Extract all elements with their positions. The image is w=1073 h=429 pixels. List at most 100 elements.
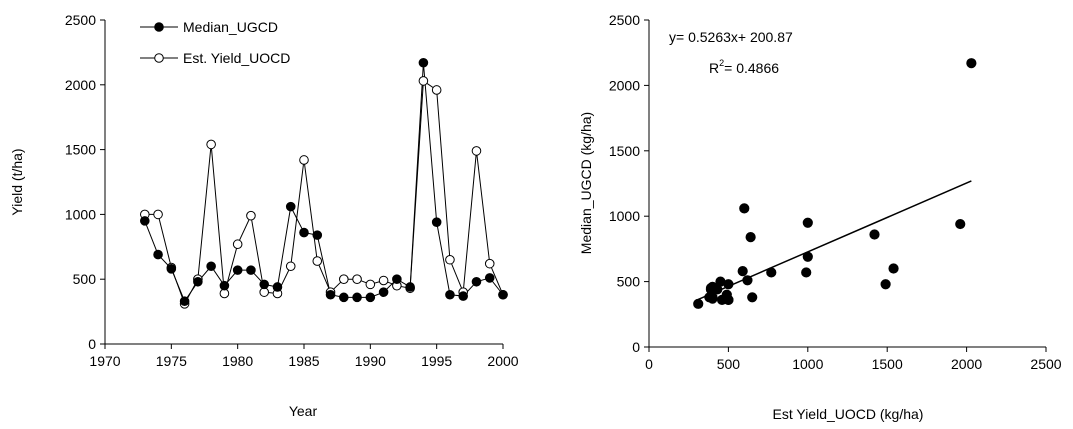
point-est-yield-uocd-1985 <box>299 155 309 165</box>
scatter-point-20 <box>712 284 723 295</box>
scatter-point-7 <box>766 267 777 278</box>
time-series-y-tick-label-1500: 1500 <box>65 142 96 158</box>
point-median-ugcd-1975 <box>166 264 177 274</box>
time-series-ticks: 1970 1975 1980 1985 1990 1995 2000 0 500 1000 1500… <box>65 12 519 369</box>
scatter-y-tick-label-1000: 1000 <box>609 208 640 224</box>
scatter-x-tick-label-1000: 1000 <box>792 356 823 372</box>
point-est-yield-uocd-1978 <box>206 139 216 150</box>
point-median-ugcd-1976 <box>179 296 190 307</box>
point-est-yield-uocd-1981 <box>246 210 256 221</box>
time-series-data <box>140 57 508 309</box>
scatter-point-1 <box>802 251 813 262</box>
scatter-y-axis-label: Median_UGCD (kg/ha) <box>578 112 594 254</box>
time-series-x-tick-label-2000: 2000 <box>487 353 518 369</box>
scatter-y-tick-label-500: 500 <box>617 274 641 290</box>
point-est-yield-uocd-1986 <box>312 256 323 266</box>
scatter-point-21 <box>966 58 977 69</box>
point-median-ugcd-1977 <box>193 276 203 287</box>
point-est-yield-uocd-1989 <box>352 274 362 285</box>
scatter-x-tick-label-2500: 2500 <box>1030 356 1061 372</box>
series-line-est-yield-uocd <box>144 80 504 306</box>
point-median-ugcd-1980 <box>232 265 243 275</box>
scatter-point-27 <box>704 292 715 303</box>
scatter-y-tick-label-1500: 1500 <box>609 143 640 159</box>
point-median-ugcd-2000 <box>498 289 508 300</box>
time-series-y-tick-label-2500: 2500 <box>65 12 96 28</box>
point-est-yield-uocd-1988 <box>339 274 349 285</box>
scatter-ticks: 0 500 1000 1500 2000 2500 0 500 1000 1500 2000 2500 <box>609 12 1062 372</box>
scatter-x-tick-label-500: 500 <box>717 356 741 372</box>
r-squared-superscript: 2 <box>719 58 724 68</box>
point-median-ugcd-1989 <box>352 292 362 303</box>
point-est-yield-uocd-1996 <box>445 254 455 265</box>
scatter-point-22 <box>955 218 966 230</box>
time-series-y-axis-label: Yield (t/ha) <box>9 148 25 215</box>
point-median-ugcd-1992 <box>392 274 402 285</box>
point-median-ugcd-1974 <box>153 249 163 260</box>
legend-marker-est-yield-uocd <box>154 53 164 63</box>
r-squared-prefix: R <box>709 60 719 76</box>
point-median-ugcd-1978 <box>206 261 216 272</box>
time-series-x-tick-label-1990: 1990 <box>355 353 386 369</box>
time-series-y-tick-label-0: 0 <box>88 336 96 352</box>
time-series-panel: 1970 1975 1980 1985 1990 1995 2000 0 500 1000 1500… <box>9 12 519 419</box>
time-series-x-tick-label-1980: 1980 <box>222 353 253 369</box>
time-series-axes <box>104 20 503 345</box>
point-est-yield-uocd-1998 <box>471 146 482 156</box>
point-median-ugcd-1994 <box>418 57 429 68</box>
scatter-point-18 <box>721 289 732 300</box>
point-est-yield-uocd-1995 <box>431 85 442 95</box>
regression-equation: y= 0.5263x+ 200.87 <box>669 29 793 45</box>
point-median-ugcd-1979 <box>219 280 230 291</box>
time-series-y-tick-label-1000: 1000 <box>65 206 96 222</box>
scatter-x-tick-label-2000: 2000 <box>951 356 982 372</box>
scatter-x-tick-label-0: 0 <box>645 356 653 372</box>
scatter-points <box>693 58 977 309</box>
scatter-point-25 <box>880 279 891 290</box>
point-median-ugcd-1990 <box>365 292 376 303</box>
scatter-point-12 <box>869 229 880 240</box>
point-est-yield-uocd-1984 <box>285 261 296 272</box>
point-median-ugcd-1981 <box>246 265 256 275</box>
legend: Median_UGCD Est. Yield_UOCD <box>140 19 290 66</box>
legend-label-est-yield-uocd: Est. Yield_UOCD <box>183 50 290 66</box>
legend-label-median-ugcd: Median_UGCD <box>183 19 278 35</box>
point-median-ugcd-1984 <box>285 201 296 212</box>
point-est-yield-uocd-1974 <box>153 209 163 220</box>
scatter-point-13 <box>745 232 756 243</box>
point-median-ugcd-1997 <box>458 291 469 301</box>
scatter-axes <box>648 20 1046 348</box>
point-median-ugcd-1973 <box>140 216 150 226</box>
point-est-yield-uocd-1991 <box>378 275 389 286</box>
point-est-yield-uocd-1994 <box>418 76 429 86</box>
r-squared-value: = 0.4866 <box>724 60 779 76</box>
time-series-y-tick-label-2000: 2000 <box>65 77 96 93</box>
point-median-ugcd-1988 <box>339 292 349 303</box>
point-est-yield-uocd-1990 <box>365 279 376 290</box>
scatter-point-3 <box>693 298 704 309</box>
point-median-ugcd-1995 <box>431 217 442 227</box>
scatter-point-23 <box>747 292 758 303</box>
time-series-x-tick-label-1975: 1975 <box>156 353 187 369</box>
scatter-point-11 <box>739 203 750 214</box>
time-series-x-axis-label: Year <box>289 403 318 419</box>
scatter-panel: 0 500 1000 1500 2000 2500 0 500 1000 1500 2000 2500… <box>578 12 1062 422</box>
time-series-y-tick-label-500: 500 <box>73 271 97 287</box>
scatter-x-axis-label: Est Yield_UOCD (kg/ha) <box>773 406 924 422</box>
point-median-ugcd-1985 <box>299 227 309 238</box>
scatter-point-2 <box>737 266 748 277</box>
point-median-ugcd-1999 <box>484 273 495 283</box>
point-median-ugcd-1983 <box>272 282 283 292</box>
scatter-point-5 <box>888 263 899 274</box>
scatter-y-tick-label-2500: 2500 <box>609 12 640 28</box>
legend-marker-median-ugcd <box>154 22 164 32</box>
point-median-ugcd-1998 <box>471 276 482 287</box>
point-median-ugcd-1991 <box>378 287 389 297</box>
point-median-ugcd-1996 <box>445 289 455 300</box>
scatter-point-8 <box>801 267 812 278</box>
scatter-y-tick-label-0: 0 <box>632 339 640 355</box>
series-line-median-ugcd <box>144 62 504 303</box>
scatter-y-tick-label-2000: 2000 <box>609 77 640 93</box>
time-series-x-tick-label-1970: 1970 <box>89 353 120 369</box>
